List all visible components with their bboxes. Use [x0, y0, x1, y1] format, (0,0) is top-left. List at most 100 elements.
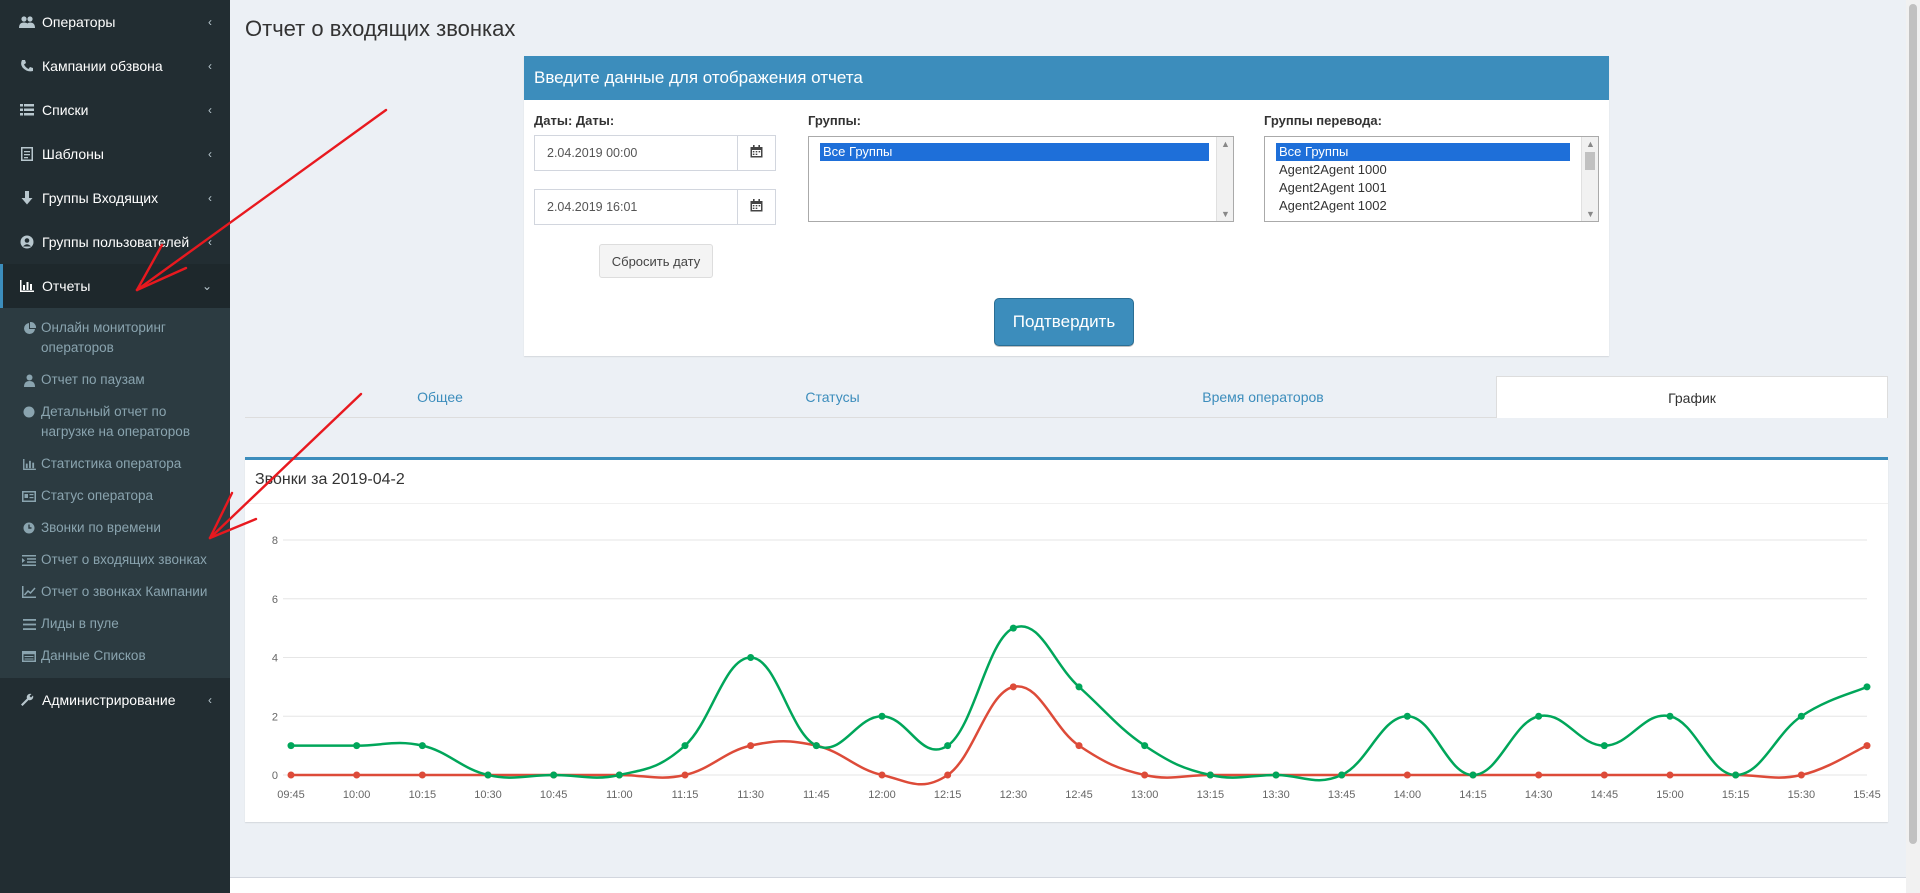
x-tick-label: 11:30 — [737, 789, 764, 801]
x-tick-label: 11:00 — [606, 789, 633, 801]
scroll-up-icon: ▲ — [1221, 139, 1230, 149]
submenu-item-label: Отчет о звонках Кампании — [41, 584, 208, 599]
submenu-item-calls-by-time[interactable]: Звонки по времени — [0, 512, 230, 544]
sidebar-item-inbound-groups[interactable]: Группы Входящих ‹ — [0, 176, 230, 220]
line-chart-icon — [21, 582, 37, 602]
transfer-scrollbar[interactable]: ▲ ▼ — [1581, 137, 1598, 221]
sidebar-item-label: Списки — [42, 102, 89, 118]
bars-icon — [21, 614, 37, 634]
chevron-left-icon: ‹ — [208, 103, 212, 117]
submenu-item-leads-in-pool[interactable]: Лиды в пуле — [0, 608, 230, 640]
page-scrollbar-thumb[interactable] — [1909, 4, 1917, 844]
x-tick-label: 15:30 — [1788, 789, 1816, 801]
submenu-item-detailed-load-report[interactable]: Детальный отчет по нагрузке на операторо… — [0, 396, 230, 448]
sidebar: Операторы ‹ Кампании обзвона ‹ Списки ‹ … — [0, 0, 230, 893]
sidebar-item-label: Отчеты — [42, 278, 91, 294]
date-to-calendar-button[interactable] — [738, 189, 776, 225]
x-tick-label: 14:45 — [1591, 789, 1619, 801]
submenu-item-inbound-calls-report[interactable]: Отчет о входящих звонках — [0, 544, 230, 576]
report-tabs: Общее Статусы Время операторов График — [245, 376, 1888, 418]
x-tick-label: 13:00 — [1131, 789, 1159, 801]
submenu-item-operator-stats[interactable]: Статистика оператора — [0, 448, 230, 480]
data-point — [1141, 771, 1149, 779]
sidebar-item-label: Группы Входящих — [42, 190, 159, 206]
submit-button[interactable]: Подтвердить — [994, 298, 1134, 346]
pie-chart-icon — [21, 318, 37, 338]
scroll-down-icon: ▼ — [1586, 209, 1595, 219]
sidebar-item-administration[interactable]: Администрирование ‹ — [0, 678, 230, 722]
users-icon — [18, 13, 36, 31]
sidebar-item-lists[interactable]: Списки ‹ — [0, 88, 230, 132]
submenu-item-label: Лиды в пуле — [41, 616, 119, 631]
sidebar-item-campaigns[interactable]: Кампании обзвона ‹ — [0, 44, 230, 88]
scrollbar-thumb[interactable] — [1585, 152, 1595, 170]
bar-chart-icon — [18, 277, 36, 295]
data-point — [615, 771, 623, 779]
transfer-option[interactable]: Agent2Agent 1000 — [1279, 162, 1387, 177]
chart-header-divider — [245, 503, 1888, 504]
x-tick-label: 10:45 — [540, 789, 568, 801]
x-tick-label: 14:30 — [1525, 789, 1553, 801]
transfer-groups-select[interactable]: Все Группы Agent2Agent 1000 Agent2Agent … — [1264, 136, 1599, 222]
date-to-input[interactable]: 2.04.2019 16:01 — [534, 189, 738, 225]
submenu-item-label: Данные Списков — [41, 648, 146, 663]
data-point — [1600, 742, 1608, 750]
submenu-item-list-data[interactable]: Данные Списков — [0, 640, 230, 672]
submenu-item-operator-status[interactable]: Статус оператора — [0, 480, 230, 512]
template-icon — [18, 145, 36, 163]
data-point — [1206, 771, 1214, 779]
data-point — [353, 771, 361, 779]
page-scrollbar[interactable] — [1906, 0, 1920, 893]
data-point — [1797, 712, 1805, 720]
x-tick-label: 09:45 — [277, 789, 305, 801]
data-point — [1666, 771, 1674, 779]
x-tick-label: 13:45 — [1328, 789, 1356, 801]
groups-option[interactable]: Все Группы — [820, 143, 1209, 161]
date-from-input[interactable]: 2.04.2019 00:00 — [534, 135, 738, 171]
x-tick-label: 15:15 — [1722, 789, 1750, 801]
x-tick-label: 10:30 — [474, 789, 502, 801]
form-header: Введите данные для отображения отчета — [524, 56, 1609, 100]
chevron-left-icon: ‹ — [208, 59, 212, 73]
date-from-calendar-button[interactable] — [738, 135, 776, 171]
groups-label: Группы: — [808, 113, 862, 128]
submenu-item-online-monitoring[interactable]: Онлайн мониторинг операторов — [0, 312, 230, 364]
transfer-option[interactable]: Все Группы — [1276, 143, 1570, 161]
data-point — [1863, 742, 1871, 750]
groups-select[interactable]: Все Группы ▲ ▼ — [808, 136, 1234, 222]
tab-chart[interactable]: График — [1496, 376, 1888, 418]
tab-general[interactable]: Общее — [417, 389, 463, 405]
reset-date-button[interactable]: Сбросить дату — [599, 244, 713, 278]
tab-operator-time[interactable]: Время операторов — [1202, 389, 1324, 405]
sidebar-item-operators[interactable]: Операторы ‹ — [0, 0, 230, 44]
sidebar-item-label: Операторы — [42, 14, 116, 30]
data-point — [1469, 771, 1477, 779]
y-tick-label: 4 — [272, 653, 278, 665]
submenu-item-label: Отчет о входящих звонках — [41, 552, 207, 567]
chevron-down-icon: ⌄ — [201, 279, 212, 293]
tab-statuses[interactable]: Статусы — [805, 389, 860, 405]
x-tick-label: 11:45 — [803, 789, 830, 801]
sidebar-item-user-groups[interactable]: Группы пользователей ‹ — [0, 220, 230, 264]
sidebar-item-reports[interactable]: Отчеты ⌄ — [0, 264, 230, 308]
sidebar-item-templates[interactable]: Шаблоны ‹ — [0, 132, 230, 176]
y-tick-label: 8 — [272, 535, 278, 547]
data-point — [1141, 742, 1149, 750]
transfer-groups-label: Группы перевода: — [1264, 113, 1382, 128]
x-tick-label: 10:15 — [409, 789, 437, 801]
data-point — [1403, 712, 1411, 720]
arrow-down-icon — [18, 189, 36, 207]
phone-icon — [18, 57, 36, 75]
groups-scrollbar[interactable]: ▲ ▼ — [1216, 137, 1233, 221]
data-point — [1666, 712, 1674, 720]
data-point — [1600, 771, 1608, 779]
data-point — [944, 771, 952, 779]
transfer-option[interactable]: Agent2Agent 1002 — [1279, 198, 1387, 213]
data-point — [353, 742, 361, 750]
submenu-item-campaign-calls-report[interactable]: Отчет о звонках Кампании — [0, 576, 230, 608]
submenu-item-pauses-report[interactable]: Отчет по паузам — [0, 364, 230, 396]
chevron-left-icon: ‹ — [208, 191, 212, 205]
transfer-option[interactable]: Agent2Agent 1001 — [1279, 180, 1387, 195]
calendar-icon — [750, 145, 763, 161]
x-tick-label: 12:30 — [1000, 789, 1028, 801]
